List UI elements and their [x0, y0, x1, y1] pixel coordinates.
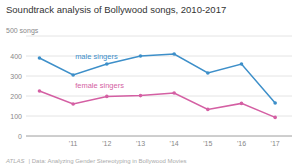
x-tick-label: '16 — [237, 140, 246, 147]
point — [172, 91, 176, 95]
footer-source: | Data: Analyzing Gender Stereotyping in… — [29, 158, 187, 164]
x-tick-label: '12 — [102, 140, 111, 147]
grid-line — [26, 116, 292, 117]
x-tick-label: '13 — [136, 140, 145, 147]
y-tick-label: 400 — [10, 53, 22, 60]
series-line — [39, 54, 275, 103]
point — [38, 56, 42, 60]
x-tick-label: '15 — [203, 140, 212, 147]
series-label: male singers — [75, 52, 118, 61]
x-tick-label: '14 — [170, 140, 179, 147]
y-tick-label: 500 songs — [6, 27, 39, 35]
footer-brand: ATLAS — [5, 158, 25, 164]
point — [240, 102, 244, 106]
point — [273, 116, 277, 120]
point — [71, 102, 75, 106]
y-tick-label: 300 — [10, 73, 22, 80]
series-label: female singers — [75, 81, 124, 90]
x-axis-line — [26, 136, 292, 137]
plot-area — [38, 52, 277, 119]
point — [71, 73, 75, 77]
series-line — [39, 91, 275, 117]
grid-line — [26, 96, 292, 97]
point — [105, 95, 109, 99]
grid — [26, 36, 292, 136]
point — [139, 94, 143, 98]
point — [38, 89, 42, 93]
point — [105, 62, 109, 66]
point — [206, 71, 210, 75]
grid-line — [26, 136, 292, 137]
point — [139, 54, 143, 58]
x-tick-label: '11 — [69, 140, 78, 147]
point — [206, 108, 210, 112]
point — [240, 62, 244, 66]
title: Soundtrack analysis of Bollywood songs, … — [6, 4, 226, 15]
y-tick-label: 100 — [10, 113, 22, 120]
x-tick-label: '17 — [271, 140, 280, 147]
chart: Soundtrack analysis of Bollywood songs, … — [0, 0, 300, 168]
point — [172, 52, 176, 56]
grid-line — [26, 36, 292, 37]
point — [273, 101, 277, 105]
y-tick-label: 200 — [10, 93, 22, 100]
y-tick-label: 0 — [18, 133, 22, 140]
